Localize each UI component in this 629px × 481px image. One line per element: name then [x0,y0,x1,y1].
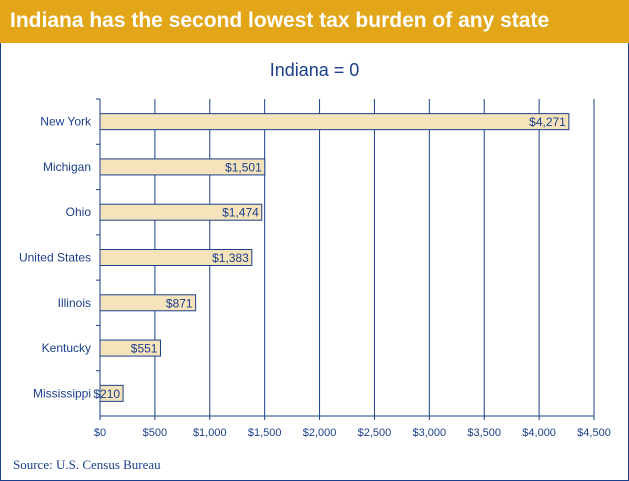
x-tick-label-5: $2,500 [358,427,392,439]
bar-3 [99,249,253,266]
data-label-2: $1,474 [222,206,259,220]
chart-subtitle: Indiana = 0 [269,60,360,80]
data-label-4: $871 [166,296,193,310]
x-tick-label-1: $500 [143,427,167,439]
page-title: Indiana has the second lowest tax burden… [10,9,550,32]
x-tick-label-9: $4,500 [577,427,611,439]
data-label-6: $210 [93,387,120,401]
category-label-5: Kentucky [42,341,91,355]
data-label-3: $1,383 [212,251,249,265]
data-label-5: $551 [131,342,158,356]
x-tick-label-6: $3,000 [413,427,447,439]
data-label-1: $1,501 [225,160,262,174]
category-label-4: Illinois [58,296,91,310]
data-label-0: $4,271 [529,115,566,129]
category-label-1: Michigan [43,160,91,174]
bar-1 [99,158,266,176]
x-tick-label-7: $3,500 [467,427,501,439]
category-label-0: New York [40,115,92,129]
x-tick-label-3: $1,500 [248,427,282,439]
category-label-6: Mississippi [33,386,91,400]
bar-5 [99,339,161,357]
source-note: Source: U.S. Census Bureau [13,457,161,472]
x-tick-label-2: $1,000 [193,427,227,439]
x-tick-label-8: $4,000 [522,427,556,439]
bar-4 [99,294,197,312]
bar-2 [99,203,263,221]
bar-6 [99,384,124,402]
title-banner: Indiana has the second lowest tax burden… [0,0,629,43]
x-tick-label-4: $2,000 [303,427,337,439]
x-tick-label-0: $0 [94,427,106,439]
bar-0 [99,113,570,131]
category-label-3: United States [19,251,91,265]
category-label-2: Ohio [66,205,92,219]
